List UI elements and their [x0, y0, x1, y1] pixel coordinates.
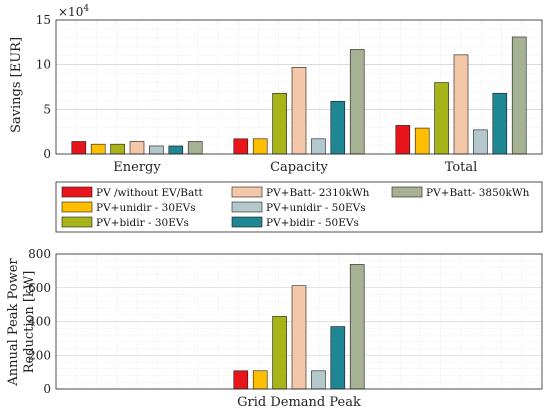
savings-plot-frame	[55, 19, 543, 155]
savings-y-ticks: 0 5 10 15	[36, 13, 51, 161]
savings-bar	[414, 127, 430, 155]
peak-bar	[291, 285, 307, 390]
savings-bar	[71, 141, 87, 155]
savings-bar	[434, 82, 449, 155]
legend-entry-label: PV+unidir - 30EVs	[96, 202, 196, 214]
peak-y-tick-label: 800	[28, 247, 51, 261]
legend-swatch	[61, 216, 93, 228]
peak-y-axis-label-line1: Annual Peak Power	[6, 258, 21, 387]
savings-bar	[168, 145, 184, 155]
savings-y-axis-label: Savings [EUR]	[9, 37, 24, 133]
peak-bar	[252, 370, 268, 390]
savings-y-tick-label: 10	[36, 58, 51, 72]
legend: PV /without EV/Batt PV+unidir - 30EVs PV+b…	[55, 181, 543, 233]
legend-entry-label: PV+bidir - 50EVs	[266, 217, 359, 229]
savings-bar	[473, 129, 488, 155]
savings-bar	[272, 92, 287, 155]
savings-bar	[511, 36, 527, 155]
savings-bars	[71, 36, 527, 155]
savings-bar	[233, 138, 249, 155]
savings-bar	[149, 145, 164, 155]
peak-y-tick-label: 600	[28, 281, 51, 295]
savings-bar	[187, 141, 203, 155]
peak-plot-frame	[55, 253, 543, 390]
legend-swatch	[391, 186, 423, 198]
legend-swatch	[61, 186, 93, 198]
savings-bar	[349, 49, 365, 155]
legend-swatch	[231, 201, 263, 213]
savings-bar	[110, 143, 125, 155]
peak-y-tick-label: 0	[43, 382, 51, 396]
legend-swatch	[231, 186, 263, 198]
savings-bar	[311, 138, 326, 155]
legend-entry-label: PV /without EV/Batt	[96, 187, 203, 199]
peak-reduction-chart: 0 200 400 600 800 Grid Demand Peak Annual Pe…	[6, 247, 543, 410]
peak-y-axis-label-line2: Reduction [kW]	[22, 271, 37, 374]
savings-y-tick-label: 0	[43, 147, 51, 161]
savings-bar	[330, 100, 346, 155]
savings-bar	[453, 54, 469, 155]
savings-bar	[291, 67, 307, 155]
legend-swatch	[231, 216, 263, 228]
savings-x-tick-label: Capacity	[270, 160, 328, 175]
savings-x-tick-label: Total	[445, 160, 478, 175]
legend-swatch	[61, 201, 93, 213]
peak-bar	[272, 316, 287, 390]
savings-bar	[492, 92, 508, 155]
savings-x-ticks: Energy Capacity Total	[113, 160, 477, 175]
savings-bar	[395, 125, 411, 155]
peak-bar	[233, 370, 249, 390]
peak-bar	[311, 370, 326, 390]
savings-y-tick-label: 15	[36, 13, 51, 27]
peak-bar	[330, 326, 346, 390]
peak-x-tick-label: Grid Demand Peak	[237, 395, 361, 410]
legend-entry-label: PV+Batt- 3850kWh	[426, 187, 530, 199]
legend-entry-label: PV+unidir - 50EVs	[266, 202, 366, 214]
legend-entry-label: PV+Batt- 2310kWh	[266, 187, 370, 199]
peak-y-tick-label: 400	[28, 315, 51, 329]
peak-bar	[349, 264, 365, 390]
savings-x-tick-label: Energy	[113, 160, 161, 175]
savings-bar	[129, 141, 145, 155]
peak-bars	[233, 264, 365, 390]
legend-entry-label: PV+bidir - 30EVs	[96, 217, 189, 229]
peak-x-ticks: Grid Demand Peak	[237, 395, 361, 410]
savings-y-tick-label: 5	[43, 102, 51, 116]
savings-bar	[252, 138, 268, 155]
savings-bar	[90, 143, 106, 155]
legend-box	[55, 181, 543, 233]
peak-y-ticks: 0 200 400 600 800	[28, 247, 51, 396]
peak-y-tick-label: 200	[28, 348, 51, 362]
savings-chart: 0 5 10 15 Energy Capacity Total ×104 Savings …	[9, 4, 543, 175]
savings-exponent-label: ×104	[58, 4, 89, 19]
